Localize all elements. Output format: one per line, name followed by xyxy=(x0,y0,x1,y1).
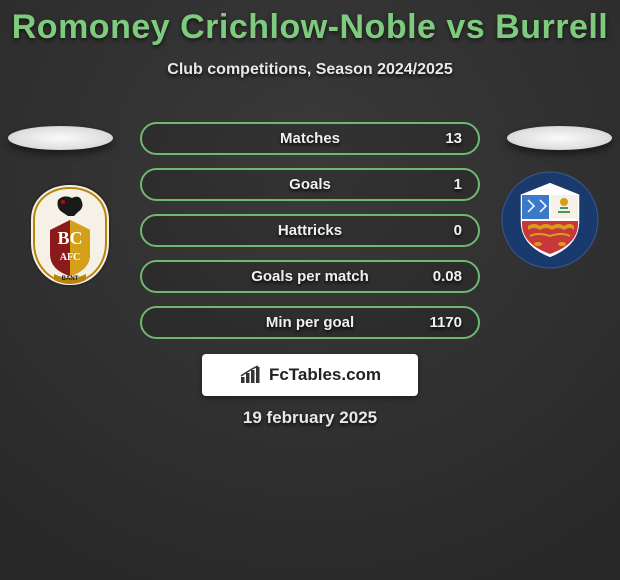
crest-left-icon: BC AFC BANT xyxy=(20,180,120,290)
stat-value: 13 xyxy=(445,130,462,147)
player-ellipse-right xyxy=(507,126,612,150)
stat-row-min-per-goal: Min per goal 1170 xyxy=(140,306,480,339)
svg-text:TOWN: TOWN xyxy=(500,170,520,172)
subtitle: Club competitions, Season 2024/2025 xyxy=(0,61,620,79)
club-badge-left: BC AFC BANT xyxy=(20,180,120,290)
stat-label: Matches xyxy=(280,130,340,147)
brand-text: FcTables.com xyxy=(269,365,381,385)
stat-value: 1170 xyxy=(429,314,462,331)
stat-value: 1 xyxy=(454,176,462,193)
svg-text:BC: BC xyxy=(57,228,82,248)
date-text: 19 february 2025 xyxy=(243,408,377,428)
brand-box[interactable]: FcTables.com xyxy=(202,354,418,396)
svg-text:BANT: BANT xyxy=(62,276,79,282)
stat-value: 0.08 xyxy=(433,268,462,285)
stat-label: Hattricks xyxy=(278,222,342,239)
club-badge-right: TOWN xyxy=(500,170,600,270)
chart-icon xyxy=(239,365,263,385)
stat-row-goals-per-match: Goals per match 0.08 xyxy=(140,260,480,293)
stat-label: Goals xyxy=(289,176,331,193)
stat-value: 0 xyxy=(454,222,462,239)
svg-text:AFC: AFC xyxy=(60,252,81,263)
stat-row-matches: Matches 13 xyxy=(140,122,480,155)
stat-row-hattricks: Hattricks 0 xyxy=(140,214,480,247)
stats-container: Matches 13 Goals 1 Hattricks 0 Goals per… xyxy=(140,122,480,352)
page-title: Romoney Crichlow-Noble vs Burrell xyxy=(0,0,620,47)
stat-label: Min per goal xyxy=(266,314,354,331)
stat-row-goals: Goals 1 xyxy=(140,168,480,201)
stat-label: Goals per match xyxy=(251,268,369,285)
player-ellipse-left xyxy=(8,126,113,150)
crest-right-icon: TOWN xyxy=(500,170,600,270)
